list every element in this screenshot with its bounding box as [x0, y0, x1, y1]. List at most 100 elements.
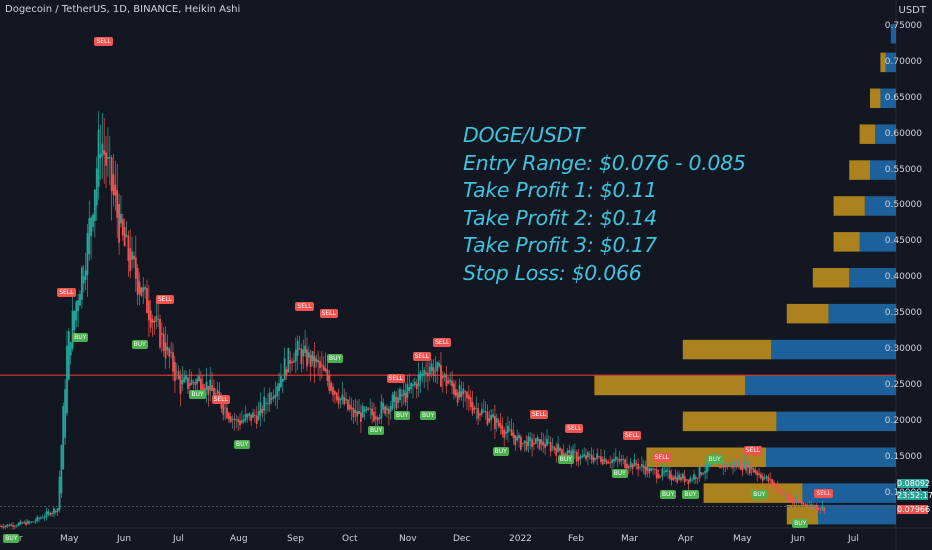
candle-body — [739, 464, 742, 470]
candle-body — [175, 371, 178, 373]
candle-body — [181, 379, 184, 385]
candle-body — [201, 384, 204, 393]
candle-body — [813, 505, 816, 507]
candle-body — [160, 333, 163, 335]
candle-body — [436, 361, 439, 372]
candle-body — [659, 476, 662, 477]
candle-body — [633, 459, 636, 467]
candle-body — [138, 281, 141, 294]
candle-body — [747, 461, 749, 468]
candle-body — [265, 402, 267, 404]
candle-body — [579, 456, 582, 459]
candle-body — [348, 404, 351, 410]
sell-signal-marker: SELL — [814, 488, 833, 498]
note-take-profit-2: Take Profit 2: $0.14 — [463, 205, 657, 230]
candle-body — [190, 379, 193, 385]
candle-body — [218, 392, 221, 398]
candle-body — [674, 475, 677, 479]
candle-body — [467, 394, 470, 400]
candle-body — [627, 466, 630, 469]
candle-body — [720, 463, 723, 465]
candle-body — [728, 465, 731, 466]
candle-body — [320, 364, 323, 367]
candle-body — [304, 345, 307, 354]
candle-body — [30, 521, 33, 523]
sell-signal-marker: SELL — [622, 431, 642, 441]
candle-body — [328, 375, 331, 391]
candle-body — [488, 418, 491, 422]
volume-profile-up-bar — [849, 268, 896, 288]
buy-signal-marker: BUY — [420, 411, 437, 421]
buy-signal-marker: BUY — [72, 332, 89, 342]
candle-body — [480, 409, 483, 415]
candle-body — [670, 474, 673, 481]
candle-body — [555, 448, 558, 456]
candle-body — [101, 143, 104, 157]
candle-body — [378, 417, 381, 420]
volume-profile-up-bar — [818, 504, 896, 525]
candle-body — [361, 405, 364, 418]
time-tick-label: 2022 — [509, 534, 532, 544]
candle-body — [400, 394, 403, 397]
candle-body — [782, 492, 785, 495]
candle-body — [464, 391, 467, 393]
candle-body — [631, 464, 634, 469]
candle-body — [553, 446, 556, 450]
candle-body — [246, 414, 249, 418]
candle-body — [518, 435, 520, 439]
buy-signal-marker: BUY — [557, 454, 574, 464]
candle-body — [733, 462, 736, 466]
candle-body — [84, 270, 87, 280]
candle-body — [473, 407, 476, 410]
candle-body — [307, 352, 310, 358]
candle-body — [86, 233, 89, 276]
sell-signal-marker: SELL — [94, 36, 113, 46]
candle-body — [776, 485, 779, 493]
candle-body — [780, 489, 783, 496]
note-stop-loss: Stop Loss: $0.066 — [463, 260, 642, 285]
candle-body — [263, 396, 266, 412]
candle-body — [75, 301, 78, 321]
candle-body — [296, 340, 299, 356]
candle-body — [183, 376, 186, 383]
candle-body — [542, 441, 545, 446]
sell-signal-marker: SELL — [412, 352, 431, 362]
candle-body — [536, 436, 539, 442]
sell-signal-marker: SELL — [433, 338, 452, 348]
candle-body — [693, 474, 695, 480]
candle-body — [347, 399, 349, 410]
candle-body — [568, 449, 571, 453]
candle-body — [333, 391, 336, 395]
candle-body — [620, 459, 623, 461]
candle-body — [306, 349, 308, 367]
candle-body — [626, 463, 628, 469]
candle-body — [661, 468, 664, 477]
candle-body — [432, 367, 435, 376]
candle-body — [239, 420, 241, 425]
candle-body — [802, 503, 805, 505]
candle-body — [358, 410, 360, 414]
time-tick-label: Jun — [791, 534, 806, 544]
candle-body — [15, 525, 18, 527]
candle-body — [745, 464, 747, 471]
candle-body — [198, 375, 200, 382]
candle-body — [360, 412, 362, 422]
candle-body — [804, 503, 807, 507]
candle-body — [441, 375, 444, 379]
buy-signal-marker: BUY — [611, 468, 628, 478]
candle-body — [514, 435, 517, 446]
candle-body — [164, 342, 167, 359]
note-take-profit-3: Take Profit 3: $0.17 — [463, 233, 657, 257]
candle-body — [451, 380, 453, 387]
candle-body — [774, 484, 777, 487]
candle-body — [222, 401, 225, 415]
candle-body — [120, 213, 122, 224]
candle-body — [646, 466, 649, 471]
sell-signal-marker: SELL — [652, 452, 671, 462]
candle-body — [523, 440, 526, 444]
candle-body — [471, 402, 474, 414]
buy-signal-marker: BUY — [660, 490, 677, 500]
candle-body — [497, 420, 500, 426]
time-tick-label: Apr — [678, 534, 694, 544]
candle-body — [177, 371, 180, 379]
